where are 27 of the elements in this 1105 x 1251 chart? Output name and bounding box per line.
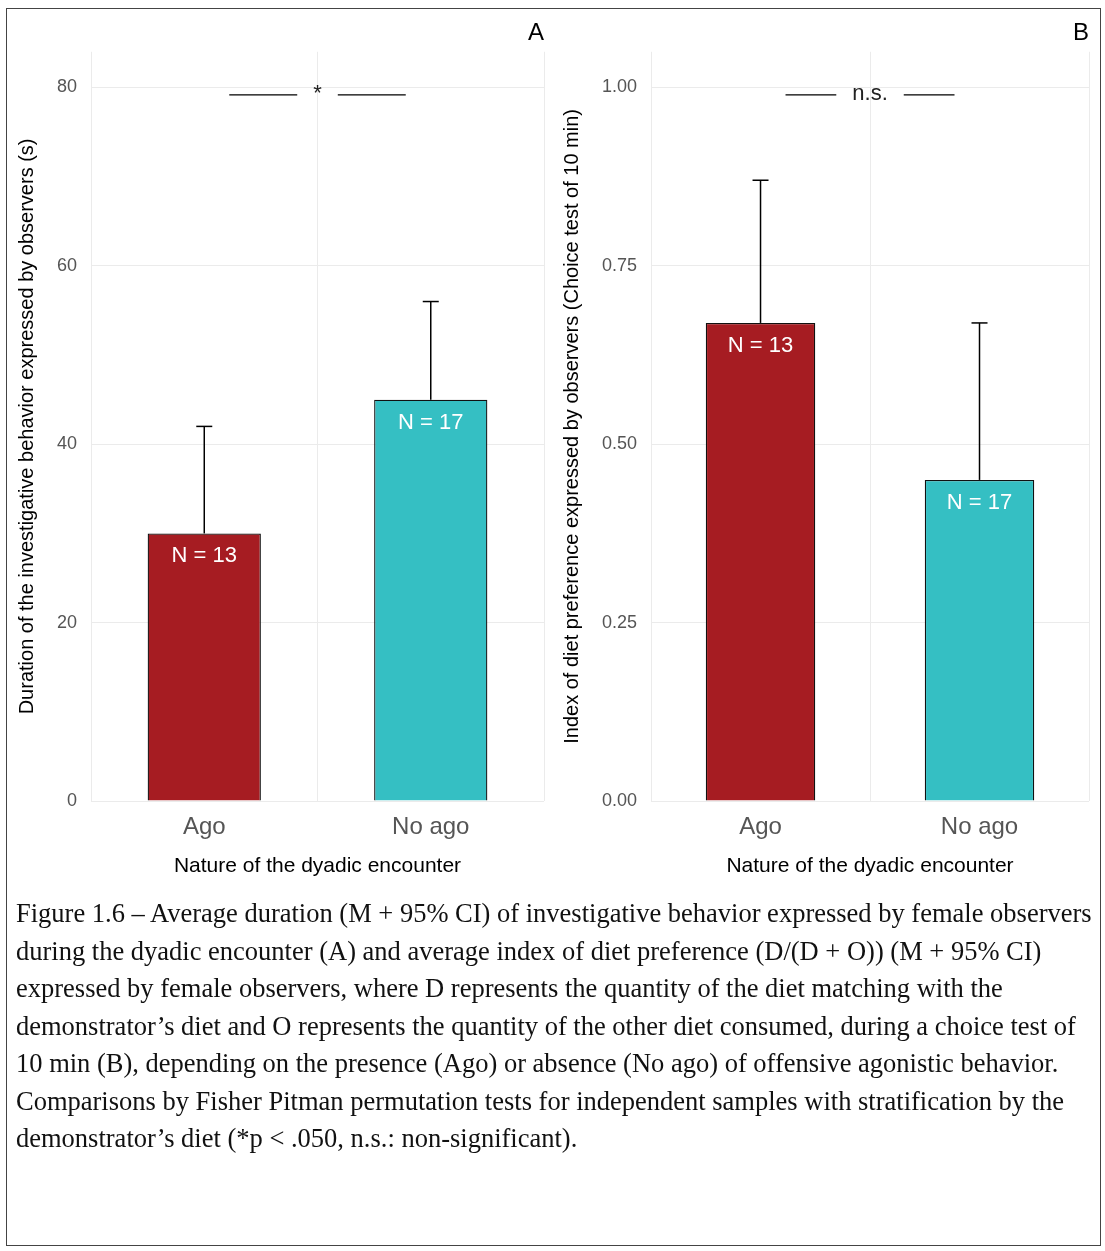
chart-title: A: [527, 18, 544, 46]
annotation: N = 13: [171, 542, 237, 568]
y-tick-label: 0: [67, 789, 78, 810]
y-tick-label: 60: [56, 254, 78, 275]
x-tick-label: Ago: [182, 812, 226, 840]
y-axis-title: Duration of the investigative behavior expressed by observers (s): [14, 138, 37, 715]
x-tick-label: Ago: [739, 812, 782, 840]
annotation: N = 13: [727, 332, 794, 357]
y-axis-title: Index of diet preference expressed by observers (Choice test of 10 min): [559, 109, 582, 744]
y-tick-label: 20: [56, 611, 78, 632]
annotation: N = 17: [398, 408, 464, 434]
annotation: n.s.: [852, 79, 888, 105]
annotation: N = 17: [946, 488, 1013, 514]
x-axis-title: Nature of the dyadic encounter: [173, 853, 462, 877]
y-tick-label: 80: [56, 76, 78, 97]
annotation: *: [313, 79, 323, 105]
x-axis-title: Nature of the dyadic encounter: [726, 853, 1014, 877]
y-tick-label: 0.50: [601, 433, 638, 454]
x-tick-label: No ago: [940, 812, 1019, 840]
y-tick-label: 0.00: [601, 789, 638, 810]
y-tick-label: 1.00: [601, 76, 638, 97]
y-tick-label: 0.75: [601, 254, 638, 275]
chart-title: B: [1072, 18, 1089, 46]
caption: Figure 1.6 – Average duration (M + 95% CI) of investigative behavior expressed by female observers during the dyadic encounter (A) and average index of diet preference (D/(D + O)) (M + 95% CI) expressed by female observers, where D represents the quantity of the diet matching with the demonstrator’s diet and O represents the quantity of the other diet consumed, during a choice test of 10 min (B), depending on the presence (Ago) or absence (No ago) of offensive agonistic behavior. Comparisons by Fisher Pitman permutation tests for independent samples with stratification by the demonstrator’s diet (*p < .050, n.s.: non-significant).: [16, 897, 1093, 1155]
y-tick-label: 0.25: [601, 611, 638, 632]
x-tick-label: No ago: [392, 812, 470, 840]
y-tick-label: 40: [56, 433, 78, 454]
